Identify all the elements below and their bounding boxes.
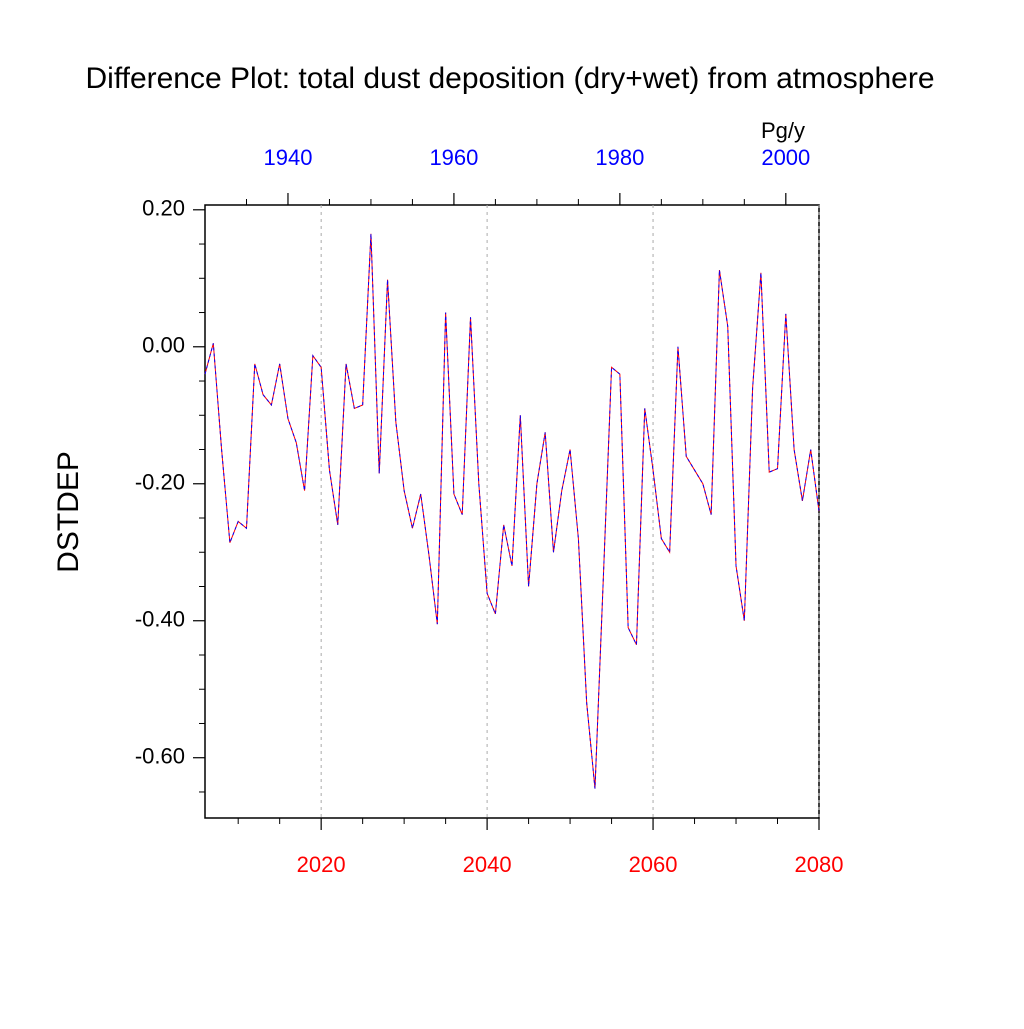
- plot-frame: [204, 204, 820, 819]
- x2-tick-label: 2000: [761, 145, 810, 170]
- data-line-dash: [204, 233, 820, 789]
- x-tick-label: 2060: [629, 852, 678, 877]
- y-tick-label: -0.60: [135, 744, 185, 769]
- y-tick-label: 0.00: [142, 333, 185, 358]
- chart-title: Difference Plot: total dust deposition (…: [85, 62, 934, 95]
- y-tick-label: -0.20: [135, 470, 185, 495]
- x2-tick-label: 1960: [429, 145, 478, 170]
- x-tick-label: 2080: [795, 852, 844, 877]
- y-axis-label: DSTDEP: [52, 451, 85, 573]
- x2-tick-label: 1980: [595, 145, 644, 170]
- y-tick-label: 0.20: [142, 196, 185, 221]
- x2-tick-label: 1940: [263, 145, 312, 170]
- units-label: Pg/y: [761, 118, 805, 143]
- x-tick-label: 2020: [297, 852, 346, 877]
- y-tick-label: -0.40: [135, 607, 185, 632]
- x-tick-label: 2040: [463, 852, 512, 877]
- data-line: [204, 233, 820, 789]
